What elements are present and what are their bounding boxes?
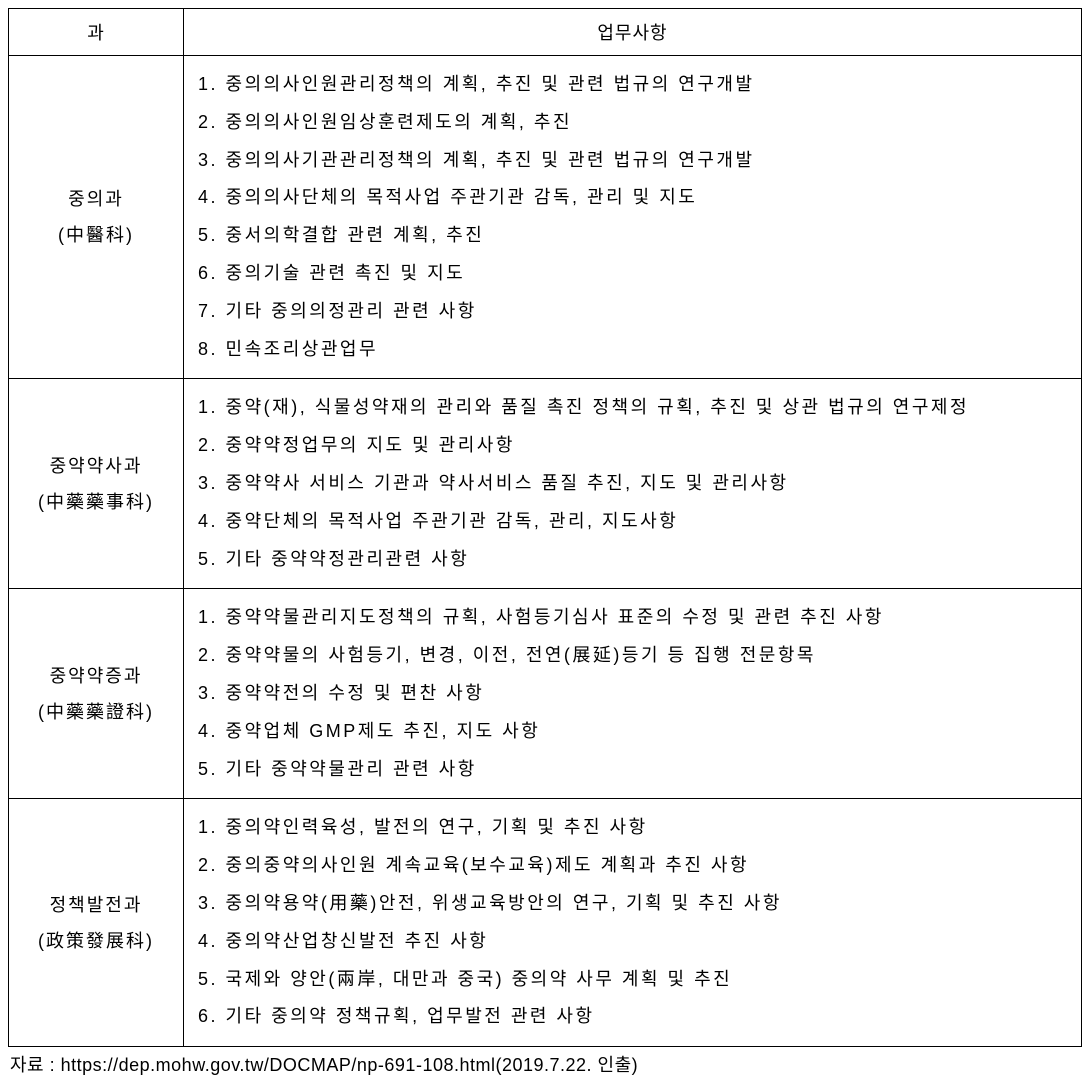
task-item: 중의중약의사인원 계속교육(보수교육)제도 계획과 추진 사항	[198, 847, 1067, 885]
task-item: 국제와 양안(兩岸, 대만과 중국) 중의약 사무 계획 및 추진	[198, 961, 1067, 999]
dept-name: 정책발전과	[17, 887, 175, 923]
department-tasks-table: 과 업무사항 중의과(中醫科)중의의사인원관리정책의 계획, 추진 및 관련 법…	[8, 8, 1082, 1047]
task-item: 기타 중의의정관리 관련 사항	[198, 293, 1067, 331]
task-item: 기타 중약약정관리관련 사항	[198, 541, 1067, 579]
dept-cell: 중약약사과(中藥藥事科)	[9, 379, 184, 589]
dept-hanja: (中醫科)	[17, 217, 175, 253]
task-list: 중약약물관리지도정책의 규획, 사험등기심사 표준의 수정 및 관련 추진 사항…	[198, 599, 1067, 788]
task-list: 중의의사인원관리정책의 계획, 추진 및 관련 법규의 연구개발중의의사인원임상…	[198, 66, 1067, 368]
task-item: 중의기술 관련 촉진 및 지도	[198, 255, 1067, 293]
task-item: 중의약산업창신발전 추진 사항	[198, 923, 1067, 961]
task-item: 중약약물관리지도정책의 규획, 사험등기심사 표준의 수정 및 관련 추진 사항	[198, 599, 1067, 637]
table-row: 중약약사과(中藥藥事科) 중약(재), 식물성약재의 관리와 품질 촉진 정책의 …	[9, 379, 1082, 589]
task-item: 중의약용약(用藥)안전, 위생교육방안의 연구, 기획 및 추진 사항	[198, 885, 1067, 923]
dept-cell: 중약약증과(中藥藥證科)	[9, 589, 184, 799]
tasks-cell: 중의약인력육성, 발전의 연구, 기획 및 추진 사항중의중약의사인원 계속교육…	[184, 799, 1082, 1047]
dept-name: 중약약증과	[17, 658, 175, 694]
tasks-cell: 중약약물관리지도정책의 규획, 사험등기심사 표준의 수정 및 관련 추진 사항…	[184, 589, 1082, 799]
task-list: 중의약인력육성, 발전의 연구, 기획 및 추진 사항중의중약의사인원 계속교육…	[198, 809, 1067, 1036]
task-item: 중약단체의 목적사업 주관기관 감독, 관리, 지도사항	[198, 503, 1067, 541]
dept-name: 중의과	[17, 181, 175, 217]
dept-hanja: (中藥藥事科)	[17, 484, 175, 520]
task-item: 중약(재), 식물성약재의 관리와 품질 촉진 정책의 규획, 추진 및 상관 …	[198, 389, 1067, 427]
dept-hanja: (政策發展科)	[17, 923, 175, 959]
table-header-row: 과 업무사항	[9, 9, 1082, 56]
task-item: 중약약정업무의 지도 및 관리사항	[198, 427, 1067, 465]
task-item: 중의의사인원관리정책의 계획, 추진 및 관련 법규의 연구개발	[198, 66, 1067, 104]
task-item: 중약약물의 사험등기, 변경, 이전, 전연(展延)등기 등 집행 전문항목	[198, 637, 1067, 675]
tasks-cell: 중의의사인원관리정책의 계획, 추진 및 관련 법규의 연구개발중의의사인원임상…	[184, 56, 1082, 379]
dept-cell: 중의과(中醫科)	[9, 56, 184, 379]
task-item: 중약업체 GMP제도 추진, 지도 사항	[198, 713, 1067, 751]
task-item: 중약약전의 수정 및 편찬 사항	[198, 675, 1067, 713]
dept-cell: 정책발전과(政策發展科)	[9, 799, 184, 1047]
tasks-cell: 중약(재), 식물성약재의 관리와 품질 촉진 정책의 규획, 추진 및 상관 …	[184, 379, 1082, 589]
task-item: 중의의사단체의 목적사업 주관기관 감독, 관리 및 지도	[198, 179, 1067, 217]
task-list: 중약(재), 식물성약재의 관리와 품질 촉진 정책의 규획, 추진 및 상관 …	[198, 389, 1067, 578]
task-item: 중의의사기관관리정책의 계획, 추진 및 관련 법규의 연구개발	[198, 142, 1067, 180]
source-citation: 자료 : https://dep.mohw.gov.tw/DOCMAP/np-6…	[8, 1047, 1082, 1081]
header-tasks: 업무사항	[184, 9, 1082, 56]
table-row: 중약약증과(中藥藥證科)중약약물관리지도정책의 규획, 사험등기심사 표준의 수…	[9, 589, 1082, 799]
task-item: 민속조리상관업무	[198, 331, 1067, 369]
task-item: 중의의사인원임상훈련제도의 계획, 추진	[198, 104, 1067, 142]
header-dept: 과	[9, 9, 184, 56]
task-item: 기타 중의약 정책규획, 업무발전 관련 사항	[198, 998, 1067, 1036]
task-item: 중의약인력육성, 발전의 연구, 기획 및 추진 사항	[198, 809, 1067, 847]
table-row: 중의과(中醫科)중의의사인원관리정책의 계획, 추진 및 관련 법규의 연구개발…	[9, 56, 1082, 379]
table-body: 중의과(中醫科)중의의사인원관리정책의 계획, 추진 및 관련 법규의 연구개발…	[9, 56, 1082, 1047]
dept-hanja: (中藥藥證科)	[17, 694, 175, 730]
table-row: 정책발전과(政策發展科)중의약인력육성, 발전의 연구, 기획 및 추진 사항중…	[9, 799, 1082, 1047]
task-item: 중서의학결합 관련 계획, 추진	[198, 217, 1067, 255]
task-item: 기타 중약약물관리 관련 사항	[198, 751, 1067, 789]
task-item: 중약약사 서비스 기관과 약사서비스 품질 추진, 지도 및 관리사항	[198, 465, 1067, 503]
dept-name: 중약약사과	[17, 448, 175, 484]
